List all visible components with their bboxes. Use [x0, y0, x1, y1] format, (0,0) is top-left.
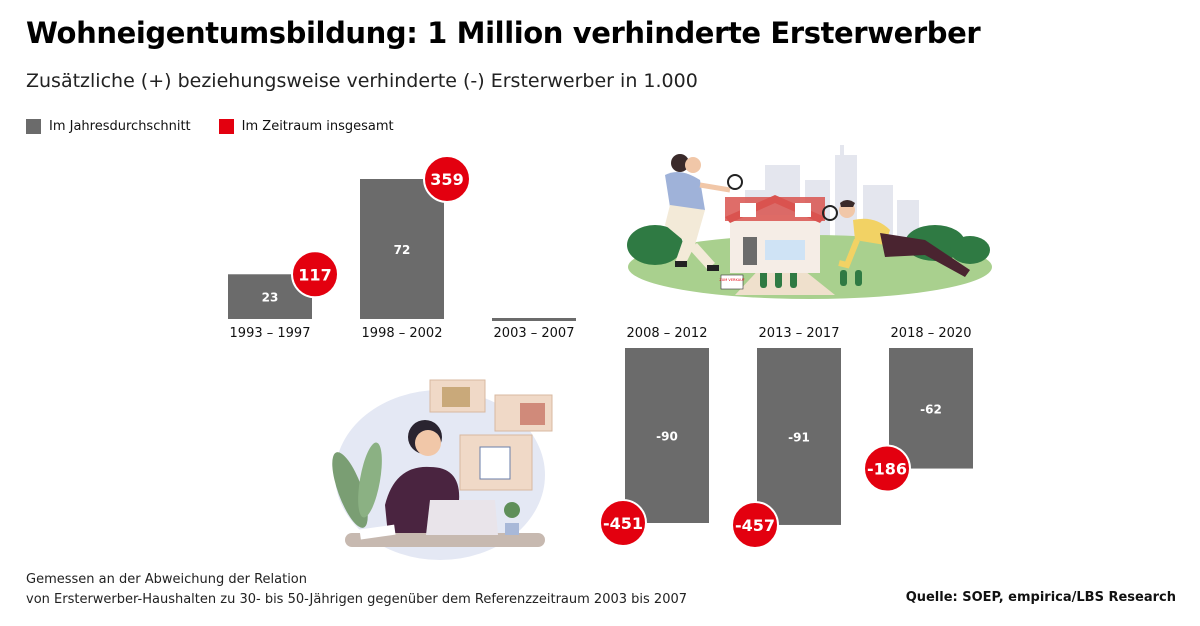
- woman-laptop-illustration: [332, 379, 553, 560]
- bar-value-label: -91: [788, 430, 810, 444]
- category-label: 2013 – 2017: [759, 326, 840, 341]
- bar-value-label: 72: [394, 243, 411, 257]
- legend-swatch-total: [218, 119, 234, 134]
- legend-label-total: Im Zeitraum insgesamt: [241, 119, 394, 134]
- bar-average: [889, 348, 973, 469]
- total-circle: [423, 155, 471, 203]
- total-circle: [599, 499, 647, 547]
- legend-swatch-average: [26, 119, 41, 134]
- bar-average: [360, 179, 444, 319]
- legend-item-total: Im Zeitraum insgesamt: [218, 119, 394, 134]
- bar-average: [492, 318, 576, 321]
- bar-value-label: 23: [262, 291, 279, 305]
- legend-label-average: Im Jahresdurchschnitt: [49, 119, 191, 134]
- legend: Im Jahresdurchschnitt Im Zeitraum insges…: [26, 119, 394, 134]
- house-hunters-illustration: ZUM VERKAUF: [627, 145, 992, 299]
- total-circle: [863, 444, 911, 493]
- total-circle: [291, 250, 339, 299]
- footnote: Gemessen an der Abweichung der Relation …: [26, 570, 687, 610]
- category-label: 1993 – 1997: [230, 326, 311, 341]
- chart-subtitle: Zusätzliche (+) beziehungsweise verhinde…: [26, 70, 698, 92]
- sale-sign-text: ZUM VERKAUF: [719, 278, 744, 282]
- category-label: 2003 – 2007: [494, 326, 575, 341]
- total-value-label: -457: [735, 516, 775, 535]
- bar-value-label: -62: [920, 402, 942, 416]
- total-value-label: -186: [867, 460, 907, 479]
- chart-title: Wohneigentumsbildung: 1 Million verhinde…: [26, 16, 981, 50]
- bar-average: [625, 348, 709, 523]
- total-value-label: -451: [603, 514, 643, 533]
- source-note: Quelle: SOEP, empirica/LBS Research: [905, 590, 1176, 605]
- category-label: 2018 – 2020: [891, 326, 972, 341]
- legend-item-average: Im Jahresdurchschnitt: [26, 119, 191, 134]
- total-value-label: 117: [298, 265, 331, 284]
- total-circle: [731, 500, 779, 549]
- footnote-line-2: von Ersterwerber-Haushalten zu 30- bis 5…: [26, 592, 688, 607]
- footnote-line-1: Gemessen an der Abweichung der Relation: [26, 572, 308, 587]
- total-value-label: 359: [430, 170, 463, 189]
- category-label: 2008 – 2012: [627, 326, 708, 341]
- bar-average: [757, 348, 841, 525]
- bar-value-label: -90: [656, 430, 678, 444]
- category-label: 1998 – 2002: [362, 326, 443, 341]
